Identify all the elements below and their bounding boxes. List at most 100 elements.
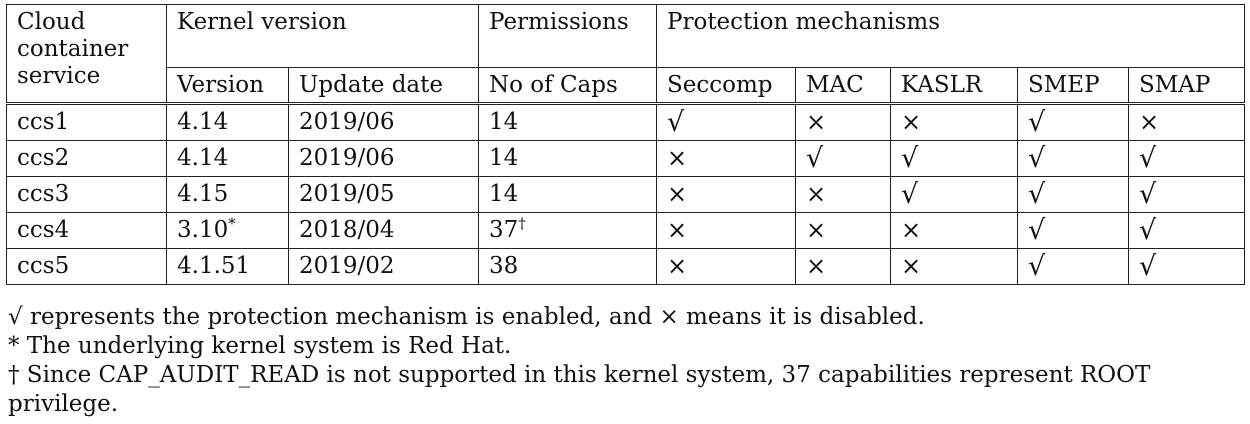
cell-version: 3.10* [166, 212, 289, 249]
cell-no-of-caps-value: 14 [489, 181, 519, 207]
cell-update-date-value: 2019/05 [299, 181, 395, 207]
cell-version: 4.15 [166, 176, 289, 213]
cell-seccomp: × [656, 140, 796, 177]
cell-version-value: 4.14 [177, 109, 229, 135]
cell-kaslr-value: √ [901, 143, 919, 174]
cell-update-date: 2019/02 [288, 248, 479, 285]
cell-mac: × [795, 212, 891, 249]
cell-seccomp-value: × [667, 180, 688, 208]
cell-no-of-caps-value: 14 [489, 109, 519, 135]
footnote-mark: † [518, 214, 526, 233]
cell-smep: √ [1017, 248, 1129, 285]
cell-seccomp-value: √ [667, 107, 685, 138]
cell-no-of-caps-value: 37 [489, 217, 519, 243]
cell-mac: × [795, 102, 891, 141]
cell-no-of-caps: 37† [478, 212, 657, 249]
cell-no-of-caps: 14 [478, 102, 657, 141]
cell-update-date: 2019/05 [288, 176, 479, 213]
cell-smap-value: × [1139, 108, 1160, 136]
cell-version-value: 3.10 [177, 217, 229, 243]
header-protection-mechanisms: Protection mechanisms [655, 4, 1246, 68]
cell-update-date-value: 2019/02 [299, 253, 395, 279]
cell-no-of-caps-value: 38 [489, 253, 519, 279]
cell-version-value: 4.1.51 [177, 253, 251, 279]
cell-seccomp-value: × [667, 216, 688, 244]
cell-smap-value: √ [1139, 215, 1157, 246]
table-body: ccs1 4.14 2019/06 14 √ × × √ × ccs2 4.14 2019/06 14 ×… [6, 102, 1246, 285]
cell-smep: √ [1017, 176, 1129, 213]
header-update-date: Update date [288, 67, 479, 104]
cell-smap-value: √ [1139, 143, 1157, 174]
cell-version: 4.14 [166, 140, 289, 177]
cell-mac: × [795, 248, 891, 285]
cell-smep: √ [1017, 102, 1129, 141]
cell-update-date: 2019/06 [288, 140, 479, 177]
cell-smep: √ [1017, 140, 1129, 177]
table-notes: √ represents the protection mechanism is… [8, 303, 1244, 419]
cell-smap: √ [1127, 140, 1246, 177]
cell-kaslr-value: × [901, 108, 922, 136]
cell-seccomp: × [656, 248, 796, 285]
table-row: ccs2 4.14 2019/06 14 × √ √ √ √ [6, 140, 1246, 177]
cell-seccomp: √ [656, 102, 796, 141]
header-smep: SMEP [1017, 67, 1129, 104]
cell-no-of-caps: 38 [478, 248, 657, 285]
cell-smep-value: √ [1028, 179, 1046, 210]
cell-smep-value: √ [1028, 107, 1046, 138]
cell-no-of-caps: 14 [478, 140, 657, 177]
cell-no-of-caps: 14 [478, 176, 657, 213]
cell-version-value: 4.14 [177, 145, 229, 171]
table-row: ccs4 3.10* 2018/04 37† × × × √ √ [6, 212, 1246, 249]
cell-smep-value: √ [1028, 251, 1046, 282]
cell-kaslr: √ [890, 176, 1018, 213]
cell-smep-value: √ [1028, 143, 1046, 174]
cell-update-date-value: 2019/06 [299, 109, 395, 135]
cell-smep-value: √ [1028, 215, 1046, 246]
cell-no-of-caps-value: 14 [489, 145, 519, 171]
cell-kaslr: × [890, 248, 1018, 285]
cell-kaslr: √ [890, 140, 1018, 177]
cell-update-date: 2018/04 [288, 212, 479, 249]
cell-service: ccs5 [6, 248, 167, 285]
cell-kaslr: × [890, 102, 1018, 141]
cell-mac: √ [795, 140, 891, 177]
table-header: Cloud container service Kernel version P… [6, 4, 1246, 104]
cell-service-value: ccs4 [17, 217, 70, 243]
cell-smap: √ [1127, 212, 1246, 249]
cell-service-value: ccs1 [17, 109, 70, 135]
cell-kaslr: × [890, 212, 1018, 249]
cell-seccomp-value: × [667, 252, 688, 280]
cell-mac-value: × [806, 216, 827, 244]
note-legend: √ represents the protection mechanism is… [8, 304, 925, 330]
cell-smap: × [1127, 102, 1246, 141]
cell-seccomp: × [656, 212, 796, 249]
cell-update-date: 2019/06 [288, 102, 479, 141]
cell-smep: √ [1017, 212, 1129, 249]
cell-smap: √ [1127, 248, 1246, 285]
header-service: Cloud container service [6, 4, 167, 104]
header-smap: SMAP [1127, 67, 1246, 104]
table-row: ccs3 4.15 2019/05 14 × × √ √ √ [6, 176, 1246, 213]
header-seccomp: Seccomp [656, 67, 796, 104]
cell-service: ccs2 [6, 140, 167, 177]
cell-service: ccs1 [6, 102, 167, 141]
cell-mac-value: × [806, 108, 827, 136]
header-mac: MAC [795, 67, 891, 104]
cell-update-date-value: 2019/06 [299, 145, 395, 171]
cell-mac-value: √ [806, 143, 824, 174]
cell-service: ccs3 [6, 176, 167, 213]
header-kernel-version: Kernel version [166, 4, 479, 68]
header-version: Version [166, 67, 289, 104]
cell-update-date-value: 2018/04 [299, 217, 395, 243]
cell-seccomp: × [656, 176, 796, 213]
cell-kaslr-value: × [901, 252, 922, 280]
header-no-of-caps: No of Caps [478, 67, 657, 104]
note-cap-audit-read: † Since CAP_AUDIT_READ is not supported … [8, 362, 1151, 417]
footnote-mark: * [228, 214, 236, 233]
cell-version: 4.14 [166, 102, 289, 141]
cell-service-value: ccs3 [17, 181, 70, 207]
cell-smap-value: √ [1139, 251, 1157, 282]
cell-mac-value: × [806, 180, 827, 208]
cell-mac-value: × [806, 252, 827, 280]
